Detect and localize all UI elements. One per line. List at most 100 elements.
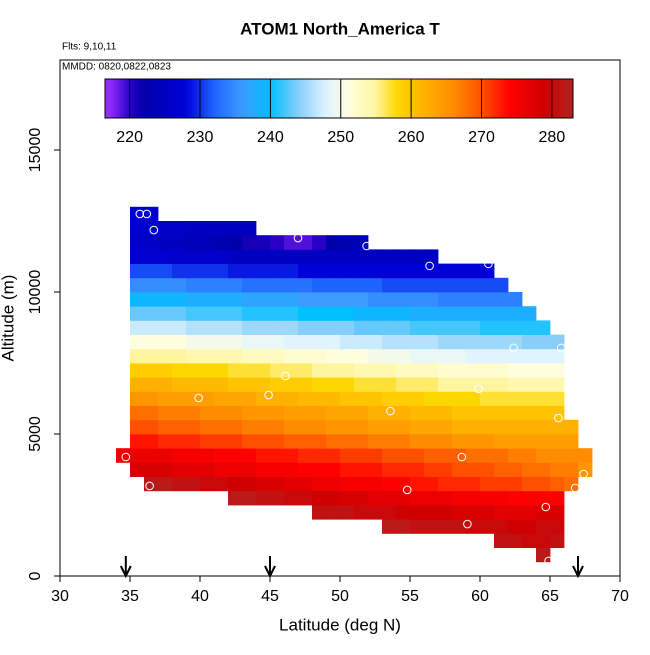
heat-cell: [368, 448, 383, 463]
observation-point: [142, 209, 152, 219]
observation-point: [293, 233, 303, 243]
heat-cell: [298, 320, 313, 335]
heat-cell: [172, 476, 187, 492]
heat-cell: [452, 362, 467, 378]
heat-cell: [340, 362, 355, 378]
heat-cell: [186, 419, 201, 435]
heat-cell: [494, 277, 509, 293]
heat-cell: [298, 448, 313, 463]
heat-cell: [508, 377, 523, 392]
heat-cell: [382, 277, 397, 293]
heat-cell: [144, 448, 159, 463]
heat-cell: [228, 249, 243, 264]
heat-cell: [564, 462, 579, 477]
heat-cell: [214, 405, 229, 421]
heat-cell: [186, 306, 201, 321]
heat-cell: [130, 362, 145, 378]
heat-cell: [144, 277, 159, 293]
heat-cell: [186, 348, 201, 364]
heat-cell: [144, 405, 159, 421]
colorbar-tick-label: 240: [257, 129, 284, 146]
heat-cell: [522, 419, 537, 435]
heat-cell: [270, 362, 285, 378]
heat-cell: [186, 263, 201, 279]
heat-cell: [284, 249, 299, 264]
heat-cell: [410, 519, 425, 534]
heat-cell: [452, 377, 467, 392]
heat-cell: [522, 504, 537, 520]
heat-cell: [368, 306, 383, 321]
heat-cell: [270, 334, 285, 350]
heat-cell: [368, 462, 383, 477]
heat-cell: [312, 263, 327, 279]
heat-cell: [158, 362, 173, 378]
heat-cell: [228, 448, 243, 463]
arrow: [572, 556, 584, 579]
heat-cell: [326, 334, 341, 350]
heat-cell: [550, 334, 565, 350]
heat-cell: [312, 235, 327, 250]
heat-cell: [368, 263, 383, 279]
heat-cell: [130, 462, 145, 477]
heat-cell: [256, 419, 271, 435]
arrow: [264, 556, 276, 579]
heat-cell: [424, 249, 439, 264]
heat-cell: [410, 476, 425, 492]
heat-cell: [508, 391, 523, 406]
heat-cell: [452, 277, 467, 293]
heat-cell: [284, 377, 299, 392]
heat-cell: [312, 362, 327, 378]
heat-cell: [466, 504, 481, 520]
heat-cell: [452, 519, 467, 534]
heat-cell: [242, 490, 257, 506]
heat-cell: [410, 448, 425, 463]
heat-cell: [270, 405, 285, 421]
heat-cell: [424, 391, 439, 406]
heat-cell: [354, 391, 369, 406]
heat-cell: [228, 291, 243, 307]
heat-cell: [466, 462, 481, 477]
heat-cell: [382, 476, 397, 492]
heat-cell: [256, 405, 271, 421]
heat-cell: [228, 377, 243, 392]
heat-cell: [130, 277, 145, 293]
heat-cell: [214, 348, 229, 364]
heat-cell: [270, 277, 285, 293]
heat-cell: [438, 504, 453, 520]
heat-cell: [158, 220, 173, 236]
heat-cell: [130, 249, 145, 264]
heat-cell: [494, 306, 509, 321]
heat-cell: [382, 291, 397, 307]
heat-cell: [494, 476, 509, 492]
observation-point: [362, 241, 371, 251]
heat-cell: [438, 490, 453, 506]
heat-cell: [396, 334, 411, 350]
observation-point: [484, 259, 493, 269]
heat-cell: [354, 249, 369, 264]
heat-cell: [438, 348, 453, 364]
heat-cell: [242, 377, 257, 392]
heat-cell: [354, 291, 369, 307]
heat-cell: [200, 334, 215, 350]
heat-cell: [242, 235, 257, 250]
heat-cell: [452, 306, 467, 321]
heat-cell: [424, 291, 439, 307]
heat-cell: [298, 433, 313, 449]
heat-cell: [186, 405, 201, 421]
heat-cell: [158, 476, 173, 492]
heat-cell: [228, 462, 243, 477]
heat-cell: [158, 334, 173, 350]
heat-cell: [354, 490, 369, 506]
heat-cell: [452, 405, 467, 421]
heat-cell: [200, 220, 215, 236]
heat-cell: [536, 462, 551, 477]
heat-cell: [452, 263, 467, 279]
heat-cell: [382, 377, 397, 392]
heat-cell: [186, 291, 201, 307]
heat-cell: [158, 448, 173, 463]
heat-cell: [186, 334, 201, 350]
heat-cell: [270, 377, 285, 392]
heat-cell: [326, 320, 341, 335]
heat-cell: [382, 405, 397, 421]
heat-cell: [172, 462, 187, 477]
